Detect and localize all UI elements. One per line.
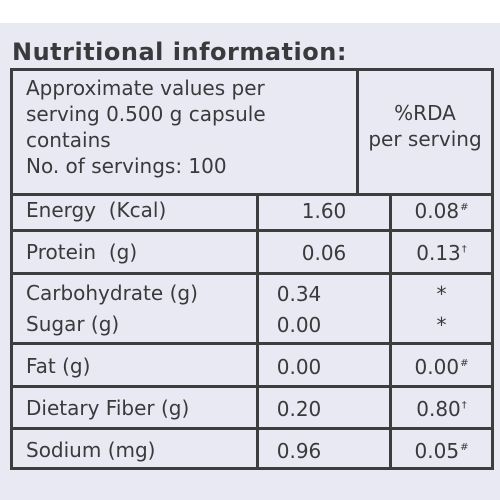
nutrient-value: 0.96 bbox=[276, 439, 322, 463]
nutrient-name: Fat (g) bbox=[26, 354, 91, 378]
nutrient-name: Energy (Kcal) bbox=[26, 198, 167, 222]
column-divider-name-value bbox=[256, 193, 259, 470]
rda-value: 0.08 bbox=[414, 199, 460, 223]
nutrient-rda: 0.08# bbox=[392, 199, 491, 223]
serving-info-header: Approximate values per serving 0.500 g c… bbox=[26, 75, 266, 179]
row-divider bbox=[10, 342, 494, 345]
nutrient-rda: 0.00# bbox=[392, 355, 491, 379]
row-divider bbox=[10, 193, 494, 196]
nutrition-table bbox=[10, 68, 494, 470]
rda-value: 0.13 bbox=[416, 241, 461, 265]
nutrient-name: Dietary Fiber (g) bbox=[26, 396, 190, 420]
nutrient-name: Protein (g) bbox=[26, 240, 138, 264]
nutrient-rda: 0.13† bbox=[392, 241, 491, 265]
rda-value: * bbox=[436, 282, 447, 306]
nutrient-value: 0.20 bbox=[276, 397, 322, 421]
nutrient-name: Carbohydrate (g) bbox=[26, 281, 198, 305]
header-line: per serving bbox=[368, 127, 482, 151]
row-divider bbox=[10, 427, 494, 430]
section-title: Nutritional information: bbox=[12, 38, 347, 66]
nutrient-rda: * bbox=[392, 282, 491, 306]
header-line: Approximate values per bbox=[26, 76, 265, 100]
header-line: No. of servings: 100 bbox=[26, 154, 227, 178]
footnote-mark: # bbox=[460, 358, 469, 370]
nutrient-rda: 0.05# bbox=[392, 439, 491, 463]
nutrient-value: 0.34 bbox=[276, 282, 322, 306]
nutrient-name: Sodium (mg) bbox=[26, 438, 156, 462]
footnote-mark: † bbox=[461, 244, 467, 256]
rda-value: * bbox=[436, 313, 447, 337]
nutrient-value: 1.60 bbox=[301, 199, 347, 223]
label-panel bbox=[0, 23, 500, 500]
rda-value: 0.00 bbox=[414, 355, 460, 379]
rda-value: 0.80 bbox=[416, 397, 461, 421]
row-divider bbox=[10, 229, 494, 232]
nutrient-rda: * bbox=[392, 313, 491, 337]
rda-header: %RDA per serving bbox=[359, 100, 491, 152]
column-divider-header bbox=[356, 68, 359, 196]
nutrient-name: Sugar (g) bbox=[26, 312, 120, 336]
footnote-mark: # bbox=[460, 202, 469, 214]
rda-value: 0.05 bbox=[414, 439, 460, 463]
row-divider bbox=[10, 385, 494, 388]
header-line: contains bbox=[26, 128, 111, 152]
column-divider-value-rda bbox=[389, 193, 392, 470]
footnote-mark: † bbox=[461, 400, 467, 412]
header-line: %RDA bbox=[394, 101, 456, 125]
nutrient-value: 0.00 bbox=[276, 355, 322, 379]
row-divider bbox=[10, 272, 494, 275]
header-line: serving 0.500 g capsule bbox=[26, 102, 266, 126]
nutrient-value: 0.06 bbox=[301, 241, 347, 265]
nutrient-rda: 0.80† bbox=[392, 397, 491, 421]
nutrient-value: 0.00 bbox=[276, 313, 322, 337]
footnote-mark: # bbox=[460, 442, 469, 454]
